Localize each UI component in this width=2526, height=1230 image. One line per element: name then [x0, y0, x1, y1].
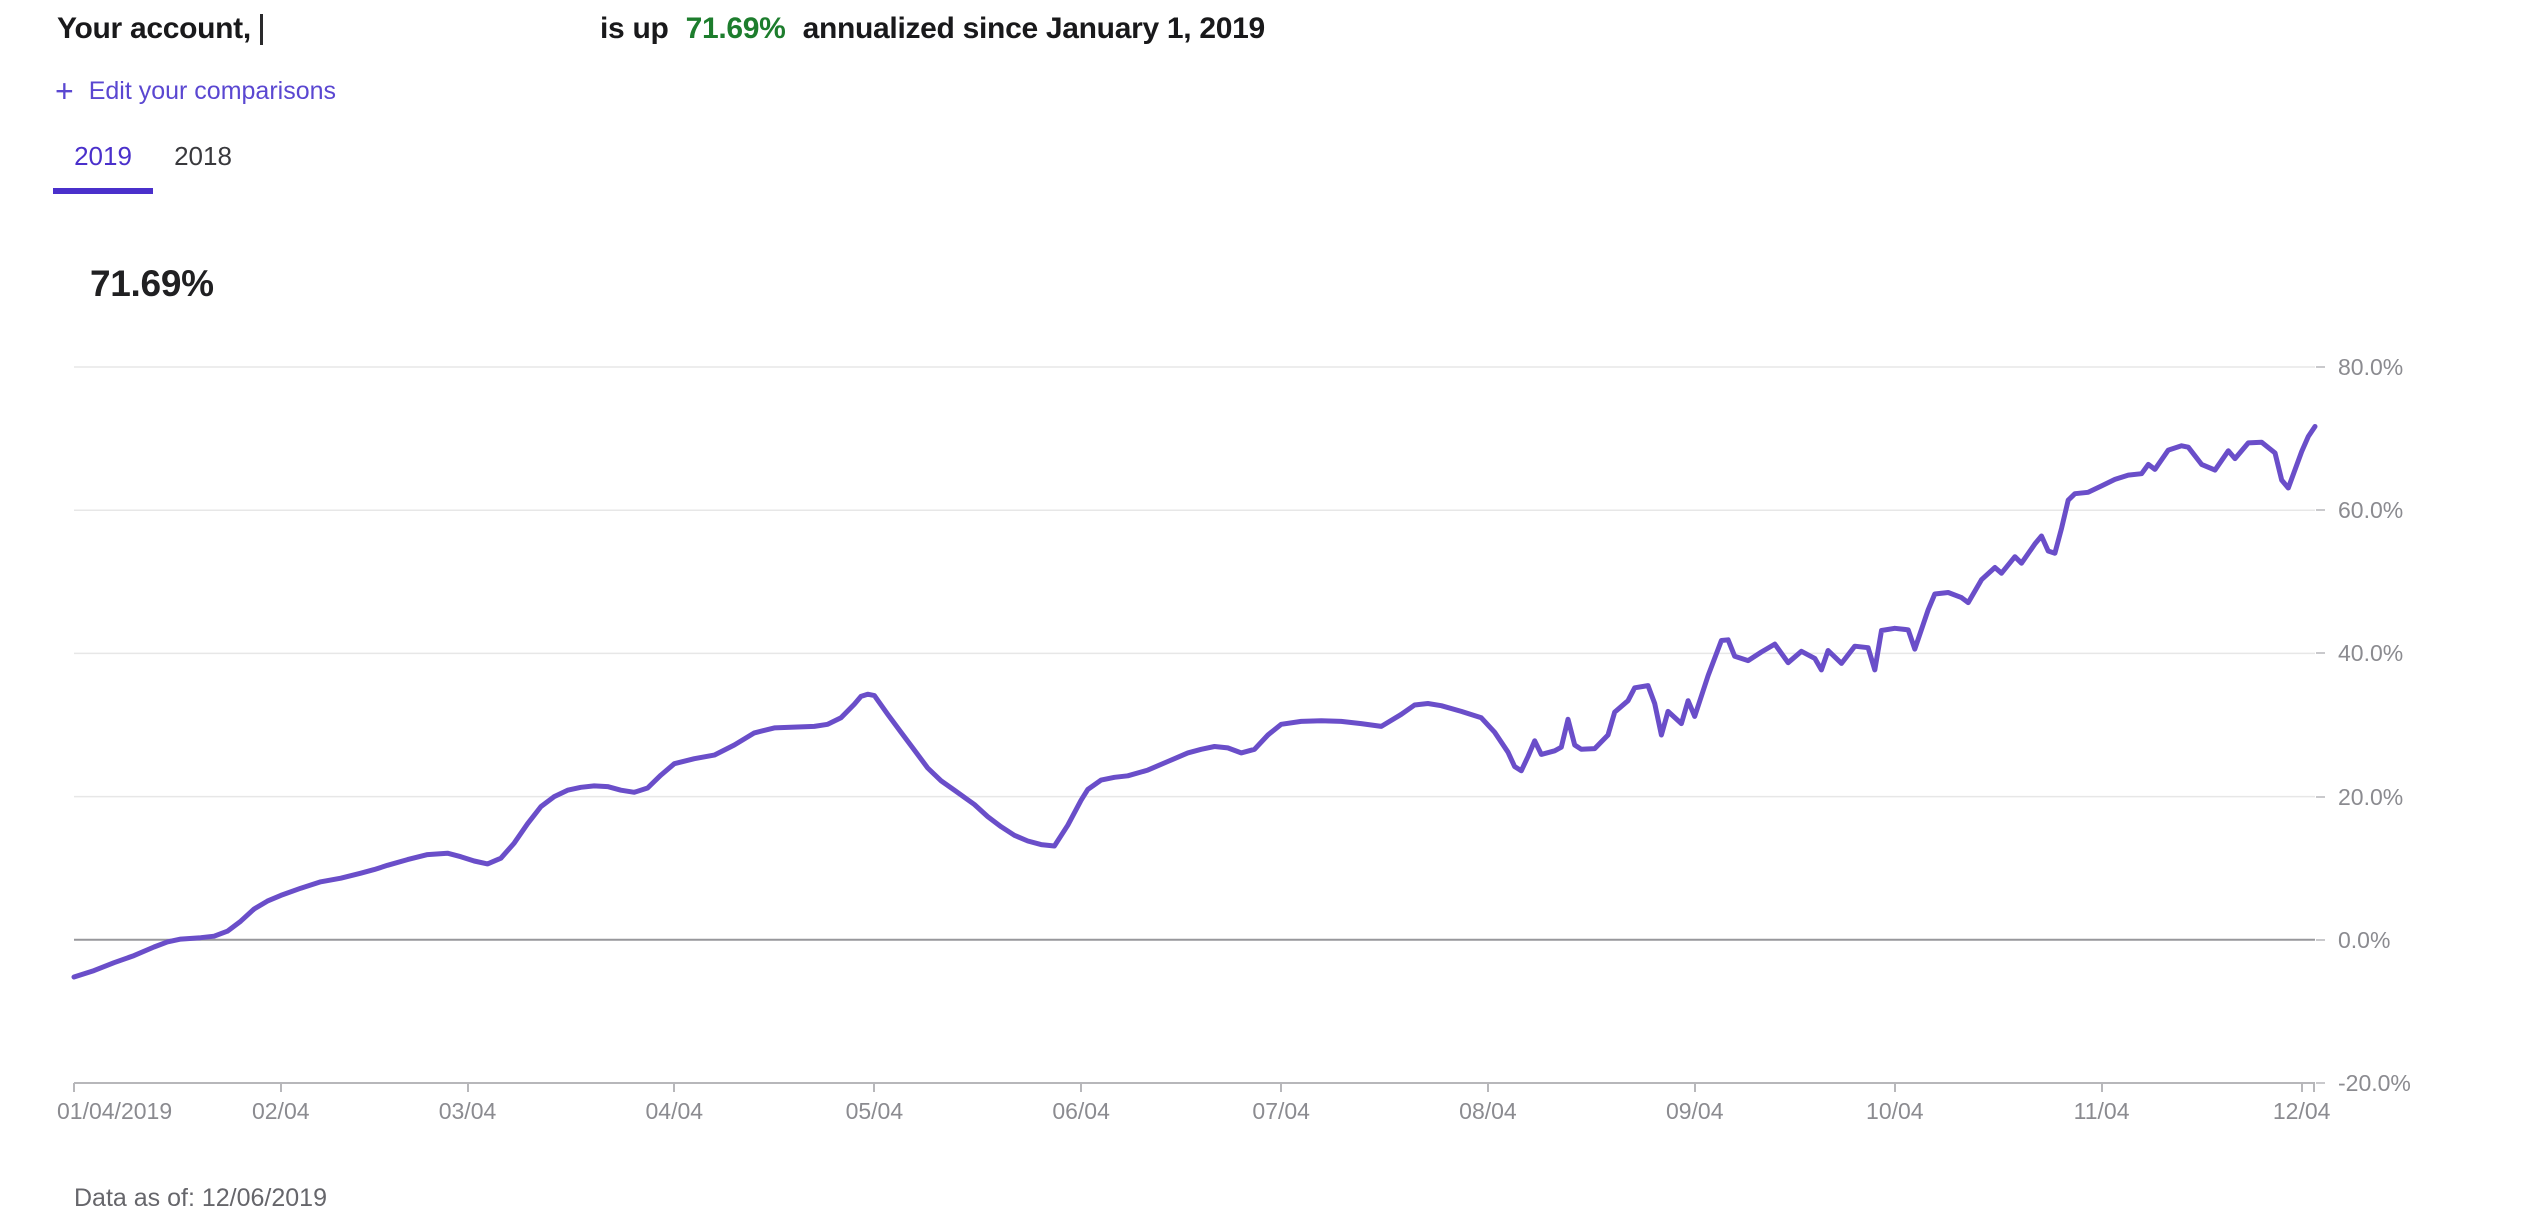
headline-performance-value: 71.69%	[685, 12, 786, 45]
x-axis-edge-tick	[2313, 1083, 2315, 1092]
headline-performance: is up 71.69% annualized since January 1,…	[600, 12, 1265, 46]
y-axis-tick	[2316, 1082, 2325, 1084]
data-as-of-label: Data as of: 12/06/2019	[74, 1184, 327, 1212]
x-axis-tick	[279, 1083, 282, 1092]
performance-big-value: 71.69%	[90, 263, 214, 304]
y-axis-tick	[2316, 652, 2325, 655]
edit-comparisons-label: Edit your comparisons	[88, 76, 337, 105]
x-axis-label: 06/04	[1052, 1098, 1110, 1124]
edit-comparisons-link[interactable]: + Edit your comparisons	[55, 73, 337, 109]
x-axis-tick	[1693, 1083, 1696, 1092]
x-axis-tick	[2100, 1083, 2103, 1092]
headline-account: Your account,	[57, 12, 263, 46]
y-axis-label: 40.0%	[2338, 640, 2404, 667]
x-axis-label: 10/04	[1866, 1098, 1924, 1124]
y-axis-label: 80.0%	[2338, 354, 2404, 380]
x-axis-tick	[873, 1083, 876, 1092]
y-axis-tick	[2316, 938, 2325, 941]
x-axis-label: 03/04	[438, 1098, 497, 1124]
chart-gridlines	[74, 366, 2315, 1084]
headline-performance-prefix: is up	[600, 12, 669, 45]
y-axis-label: 60.0%	[2338, 497, 2404, 524]
x-axis-label: 05/04	[845, 1098, 904, 1124]
headline-account-prefix: Your account,	[57, 12, 251, 45]
tab-2019[interactable]: 2019	[53, 141, 153, 194]
account-name-cursor	[259, 13, 263, 45]
x-axis-label: 07/04	[1252, 1098, 1310, 1124]
y-axis-label: 0.0%	[2338, 926, 2391, 953]
y-axis-tick	[2316, 795, 2325, 798]
y-axis-label: -20.0%	[2338, 1070, 2411, 1096]
y-axis-tick	[2316, 509, 2325, 512]
x-axis-tick	[1486, 1083, 1489, 1092]
x-axis-label: 09/04	[1665, 1098, 1724, 1124]
x-axis-label: 02/04	[251, 1098, 310, 1124]
x-axis-tick	[673, 1083, 676, 1092]
x-axis-label: 04/04	[645, 1098, 704, 1124]
x-axis-tick	[466, 1083, 469, 1092]
y-axis-label: 20.0%	[2338, 783, 2404, 810]
y-axis-tick	[2316, 366, 2325, 368]
x-axis-tick	[2300, 1083, 2303, 1092]
headline-performance-suffix: annualized since January 1, 2019	[802, 12, 1266, 45]
tab-2018[interactable]: 2018	[174, 141, 232, 171]
year-tabs: 2019 2018	[53, 141, 253, 194]
x-axis-tick	[73, 1083, 75, 1092]
plus-icon: +	[55, 73, 74, 109]
x-axis-label: 08/04	[1459, 1098, 1517, 1124]
x-axis-tick	[1280, 1083, 1283, 1092]
x-axis-label: 01/04/2019	[57, 1098, 173, 1124]
x-axis-tick	[1080, 1083, 1083, 1092]
x-axis-tick	[1893, 1083, 1896, 1092]
x-axis-label: 12/04	[2272, 1098, 2331, 1124]
x-axis-label: 11/04	[2073, 1098, 2130, 1124]
performance-line	[71, 424, 2318, 980]
performance-chart-plot-area[interactable]	[71, 366, 2318, 1084]
